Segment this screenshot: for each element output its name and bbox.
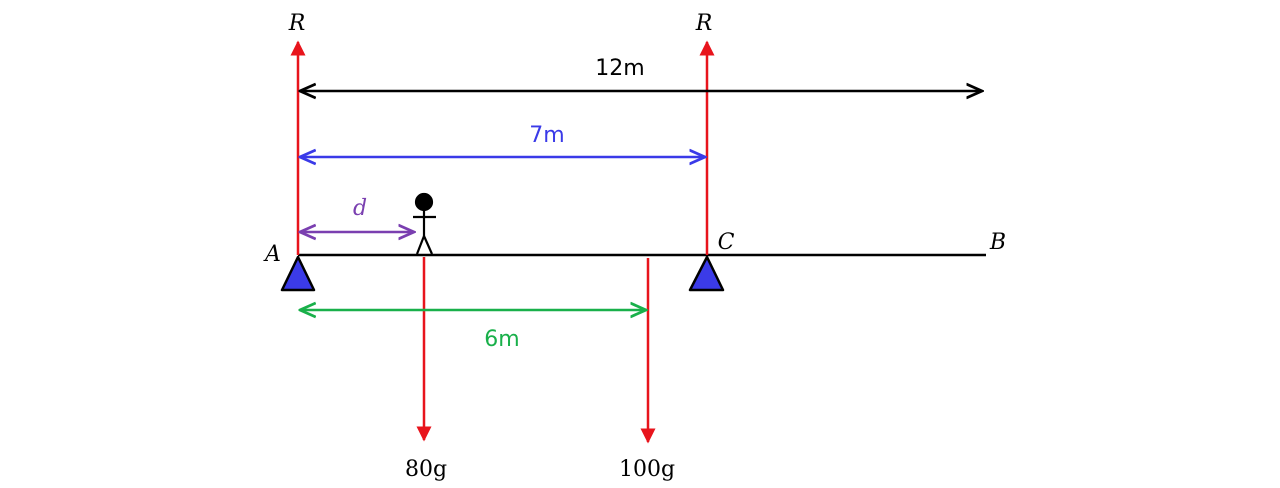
triangle-support-icon <box>280 255 316 292</box>
point-c-label: C <box>718 230 735 255</box>
point-a-label: A <box>263 242 281 267</box>
dimension-d-label: d <box>353 196 367 221</box>
reaction-right-label: R <box>695 11 713 36</box>
stick-figure-icon <box>413 192 436 255</box>
triangle-support-icon <box>688 255 725 292</box>
dimension-7m-label: 7m <box>529 123 564 148</box>
dimension-6m-label: 6m <box>484 327 519 352</box>
reaction-left-label: R <box>288 11 306 36</box>
load-person-label: 80g <box>405 457 447 482</box>
load-beam-label: 100g <box>619 457 675 482</box>
point-b-label: B <box>989 230 1006 255</box>
dimension-12m-label: 12m <box>595 56 644 81</box>
